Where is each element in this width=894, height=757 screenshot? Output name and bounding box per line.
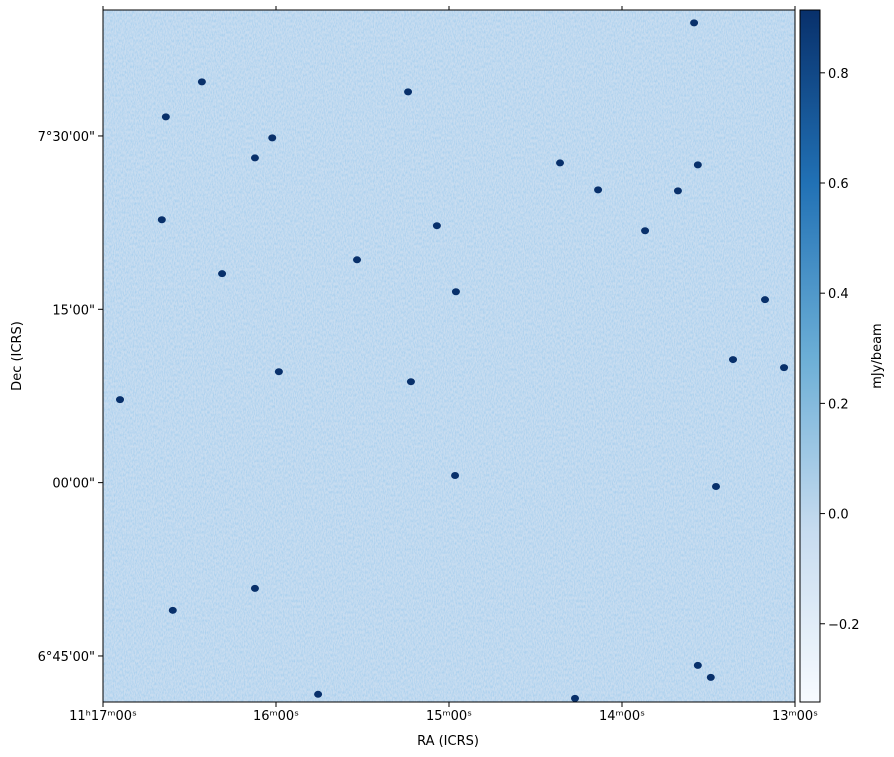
source <box>556 159 565 167</box>
image-noise <box>103 10 795 702</box>
y-tick-label: 6°45'00" <box>38 650 95 665</box>
source <box>116 396 125 404</box>
source <box>197 78 206 86</box>
x-tick-label: 13ᵐ00ˢ <box>772 709 818 724</box>
x-axis-label: RA (ICRS) <box>417 734 479 749</box>
source <box>706 673 715 681</box>
source <box>168 606 177 614</box>
source <box>594 186 603 194</box>
source <box>641 227 650 235</box>
source <box>693 661 702 669</box>
x-tick-label: 16ᵐ00ˢ <box>253 709 299 724</box>
y-tick-label: 7°30'00" <box>38 130 95 145</box>
colorbar-tick-label: 0.2 <box>828 397 849 412</box>
source <box>693 161 702 169</box>
colorbar-tick-label: 0.6 <box>828 177 849 192</box>
colorbar-label: mJy/beam <box>870 323 885 388</box>
x-tick-label: 14ᵐ00ˢ <box>599 709 645 724</box>
source <box>406 378 415 386</box>
source <box>218 270 227 278</box>
source <box>451 472 460 480</box>
source <box>404 88 413 96</box>
source <box>711 482 720 490</box>
colorbar-tick-label: −0.2 <box>828 618 860 633</box>
source <box>161 113 170 121</box>
source <box>250 584 259 592</box>
source <box>673 187 682 195</box>
source <box>314 690 323 698</box>
y-tick-label: 00'00" <box>52 477 95 492</box>
colorbar-tick-label: 0.8 <box>828 67 849 82</box>
source <box>157 216 166 224</box>
source <box>780 364 789 372</box>
source <box>729 356 738 364</box>
x-tick-label: 15ᵐ00ˢ <box>426 709 472 724</box>
colorbar-tick-label: 0.0 <box>828 508 849 523</box>
source <box>432 222 441 230</box>
source <box>761 296 770 304</box>
source <box>268 134 277 142</box>
source <box>250 154 259 162</box>
image <box>103 10 795 702</box>
colorbar <box>799 9 821 703</box>
y-axis-label: Dec (ICRS) <box>10 321 25 391</box>
source <box>571 694 580 702</box>
colorbar-tick-label: 0.4 <box>828 287 849 302</box>
y-tick-label: 15'00" <box>52 303 95 318</box>
source <box>353 256 362 264</box>
source <box>690 19 699 27</box>
source <box>451 288 460 296</box>
x-tick-label: 11ʰ17ᵐ00ˢ <box>69 709 137 724</box>
source <box>274 368 283 376</box>
